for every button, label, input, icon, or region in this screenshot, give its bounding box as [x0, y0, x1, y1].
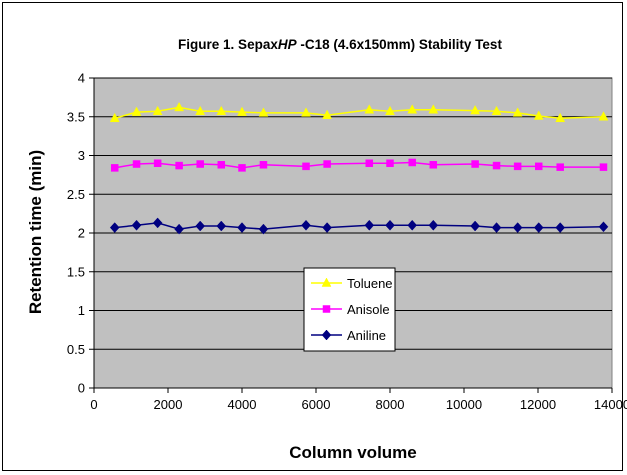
data-point-toluene: [131, 106, 142, 116]
data-point-aniline: [109, 222, 120, 233]
x-tick-label: 6000: [302, 397, 331, 412]
data-point-aniline: [131, 219, 142, 231]
data-point-anisole: [323, 160, 331, 168]
data-point-aniline: [512, 222, 523, 233]
data-point-anisole: [534, 162, 543, 171]
data-point-anisole: [302, 162, 310, 171]
data-point-aniline: [237, 222, 247, 233]
data-point-toluene: [216, 105, 227, 116]
data-point-toluene: [385, 105, 395, 116]
data-point-aniline: [533, 222, 544, 233]
y-tick-label: 3: [78, 148, 85, 163]
axes: 0 0.5 1 1.5 2 2.5 3 3.5 4 0 2000 4000 6000 8000 10000 1…: [67, 71, 627, 413]
x-tick-label: 2000: [154, 397, 183, 412]
data-point-aniline: [385, 219, 395, 231]
x-tick-label: 10000: [446, 397, 482, 412]
data-point-aniline: [470, 220, 480, 232]
data-point-anisole: [556, 163, 564, 171]
data-point-aniline: [152, 217, 163, 229]
series-layer: [109, 101, 609, 235]
data-point-toluene: [533, 110, 544, 120]
data-point-anisole: [365, 159, 374, 167]
y-tick-label: 4: [78, 71, 85, 86]
y-tick-label: 2: [78, 226, 85, 241]
data-point-aniline: [216, 220, 227, 232]
data-point-toluene: [364, 104, 375, 114]
series-anisole: [110, 158, 608, 172]
data-point-aniline: [598, 221, 609, 233]
data-point-anisole: [238, 164, 246, 172]
legend-marker: [321, 277, 332, 287]
x-tick-label: 12000: [520, 397, 556, 412]
data-point-aniline: [301, 219, 311, 231]
data-point-anisole: [196, 160, 204, 168]
data-point-toluene: [555, 112, 566, 123]
data-point-aniline: [428, 219, 439, 231]
legend-label: Toluene: [347, 276, 393, 291]
data-point-aniline: [195, 220, 206, 232]
data-point-anisole: [217, 161, 226, 169]
data-point-toluene: [470, 105, 481, 115]
data-point-aniline: [555, 222, 566, 233]
data-point-anisole: [408, 158, 416, 167]
data-point-toluene: [598, 111, 609, 121]
chart-title-part: HP: [278, 37, 298, 52]
data-point-toluene: [491, 105, 502, 116]
data-point-aniline: [491, 222, 502, 233]
data-point-anisole: [471, 160, 479, 168]
data-point-anisole: [429, 161, 438, 169]
y-tick-label: 0.5: [67, 342, 85, 357]
data-point-anisole: [153, 159, 162, 167]
data-point-anisole: [386, 159, 394, 167]
data-point-aniline: [407, 219, 418, 231]
legend-marker: [322, 305, 331, 313]
data-point-anisole: [110, 164, 119, 172]
data-point-toluene: [258, 107, 269, 117]
data-point-toluene: [407, 104, 418, 114]
y-tick-label: 1.5: [67, 264, 85, 279]
x-tick-label: 14000: [594, 397, 627, 412]
x-tick-label: 4000: [228, 397, 257, 412]
x-axis-title: Column volume: [289, 443, 417, 462]
series-toluene: [109, 101, 609, 123]
data-point-toluene: [512, 107, 523, 117]
data-point-toluene: [195, 105, 206, 116]
data-point-aniline: [174, 223, 184, 235]
data-point-aniline: [364, 219, 375, 231]
x-tick-label: 8000: [376, 397, 405, 412]
legend-marker: [321, 329, 332, 341]
y-tick-label: 1: [78, 303, 85, 318]
legend-label: Anisole: [347, 302, 390, 317]
data-point-anisole: [132, 160, 141, 168]
chart-title-part: -C18 (4.6x150mm) Stability Test: [297, 37, 503, 52]
data-point-toluene: [322, 109, 333, 119]
data-point-anisole: [599, 163, 608, 171]
data-point-aniline: [322, 222, 332, 233]
data-point-toluene: [174, 101, 185, 112]
y-tick-label: 2.5: [67, 187, 85, 202]
chart-title-part: Figure 1. Sepax: [178, 37, 278, 52]
data-point-toluene: [109, 112, 120, 123]
data-point-anisole: [513, 162, 522, 171]
data-point-anisole: [175, 161, 183, 170]
data-point-toluene: [428, 104, 439, 114]
data-point-aniline: [258, 223, 269, 235]
y-tick-label: 3.5: [67, 109, 85, 124]
data-point-anisole: [259, 161, 268, 169]
data-point-anisole: [492, 161, 501, 170]
x-tick-label: 0: [90, 397, 97, 412]
data-point-toluene: [152, 105, 163, 116]
y-axis-title: Retention time (min): [26, 150, 45, 314]
data-point-toluene: [237, 106, 247, 116]
legend: Toluene Anisole Aniline: [303, 267, 396, 352]
series-aniline: [109, 217, 609, 235]
y-tick-label: 0: [78, 381, 85, 396]
series-line-toluene: [114, 106, 604, 120]
chart-title: Figure 1. SepaxHP -C18 (4.6x150mm) Stabi…: [178, 37, 502, 52]
data-point-toluene: [301, 107, 311, 117]
legend-label: Aniline: [347, 328, 386, 343]
